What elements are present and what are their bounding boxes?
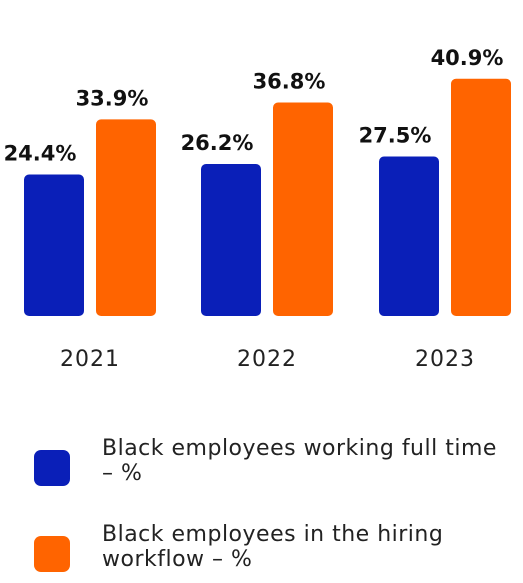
bar-chart: 24.4% 33.9% 2021 26.2% 36.8% 2022 27.5% 40.9% 20… — [4, 46, 511, 372]
data-label-hiring-2022: 36.8% — [253, 70, 326, 94]
bar-hiring-2023 — [451, 78, 511, 316]
x-tick-label-2022: 2022 — [237, 347, 297, 372]
x-tick-label-2023: 2023 — [415, 347, 475, 372]
x-tick-label-2021: 2021 — [60, 347, 120, 372]
legend-swatch-hiring — [34, 536, 70, 572]
bar-hiring-2021 — [96, 119, 156, 316]
data-label-full-time-2021: 24.4% — [4, 141, 77, 165]
bar-full-time-2023 — [379, 156, 439, 316]
data-label-full-time-2022: 26.2% — [181, 131, 254, 155]
legend-item-hiring: Black employees in the hiring workflow –… — [34, 522, 502, 572]
legend-label-hiring: Black employees in the hiring workflow –… — [102, 522, 444, 572]
data-label-hiring-2021: 33.9% — [76, 86, 149, 110]
legend-swatch-full-time — [34, 450, 70, 486]
data-label-full-time-2023: 27.5% — [359, 124, 432, 148]
legend-item-full-time: Black employees working full time – % — [34, 436, 502, 486]
data-label-hiring-2023: 40.9% — [431, 46, 504, 70]
bar-full-time-2021 — [24, 174, 84, 316]
bar-full-time-2022 — [201, 164, 261, 316]
legend-label-full-time: Black employees working full time – % — [102, 436, 497, 486]
bar-hiring-2022 — [273, 102, 333, 316]
